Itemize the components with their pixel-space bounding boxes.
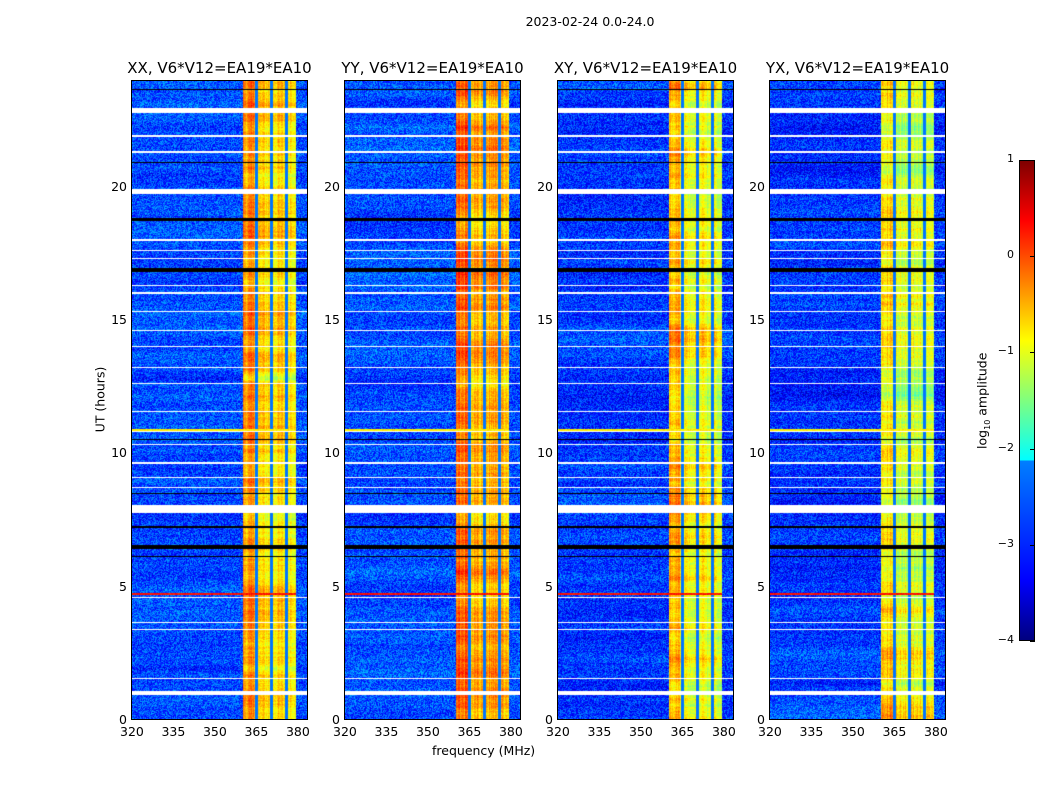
x-tick-label: 350 <box>840 724 865 739</box>
colorbar-tick-label: −4 <box>997 633 1014 646</box>
y-tick-label: 20 <box>324 178 340 194</box>
y-tick-label: 10 <box>111 445 127 461</box>
y-tick-label: 15 <box>324 312 340 327</box>
x-tick-label: 350 <box>202 724 227 739</box>
x-tick-label: 320 <box>546 724 570 739</box>
y-tick-label: 15 <box>749 312 765 327</box>
figure-title: 2023-02-24 0.0-24.0 <box>525 14 655 29</box>
x-tick-label: 350 <box>415 724 440 739</box>
waterfall-panel-1 <box>131 80 308 720</box>
y-tick-label: 5 <box>119 578 127 594</box>
y-tick-label: 5 <box>332 578 340 594</box>
x-axis-label: frequency (MHz) <box>432 743 536 758</box>
panel-title: YY, V6*V12=EA19*EA10 <box>341 59 524 77</box>
y-tick-label: 5 <box>757 578 765 594</box>
x-tick-label: 335 <box>161 724 186 739</box>
x-tick-label: 365 <box>882 724 907 739</box>
colorbar <box>1019 160 1035 641</box>
colorbar-tick-label: −1 <box>997 344 1014 358</box>
y-tick-label: 10 <box>749 445 765 461</box>
x-tick-label: 335 <box>587 724 612 739</box>
colorbar-tick-mark <box>1030 641 1035 642</box>
colorbar-tick-mark <box>1030 544 1035 546</box>
x-tick-label: 365 <box>457 724 482 739</box>
x-tick-label: 380 <box>923 724 948 739</box>
y-tick-label: 15 <box>537 312 553 327</box>
panel-title: XX, V6*V12=EA19*EA10 <box>127 59 312 77</box>
colorbar-tick-mark <box>1030 448 1035 450</box>
x-tick-label: 320 <box>758 724 782 739</box>
heatmap-image <box>770 81 945 719</box>
y-tick-label: 0 <box>545 712 553 727</box>
colorbar-tick-label: −2 <box>997 440 1014 454</box>
x-tick-label: 380 <box>711 724 736 739</box>
y-tick-label: 0 <box>332 712 340 727</box>
waterfall-panel-3 <box>557 80 734 720</box>
panel-title: XY, V6*V12=EA19*EA10 <box>553 59 738 77</box>
y-tick-label: 0 <box>119 712 127 727</box>
heatmap-image <box>558 81 733 719</box>
colorbar-tick-label: 0 <box>1007 248 1014 262</box>
y-tick-label: 15 <box>111 312 127 327</box>
colorbar-tick-label: 1 <box>1007 152 1014 165</box>
x-tick-label: 365 <box>244 724 269 739</box>
colorbar-tick-mark <box>1030 256 1035 258</box>
x-tick-label: 335 <box>799 724 824 739</box>
y-tick-label: 20 <box>749 178 765 194</box>
x-tick-label: 350 <box>628 724 653 739</box>
y-tick-label: 20 <box>537 178 553 194</box>
colorbar-tick-label: −3 <box>997 536 1014 550</box>
colorbar-label-text: amplitude <box>974 352 990 420</box>
y-axis-label: UT (hours) <box>92 366 108 433</box>
x-tick-label: 320 <box>120 724 144 739</box>
panel-title: YX, V6*V12=EA19*EA10 <box>765 59 950 77</box>
colorbar-label-sub: 10 <box>982 419 992 430</box>
y-tick-label: 10 <box>537 445 553 461</box>
heatmap-image <box>132 81 307 719</box>
x-tick-label: 335 <box>374 724 399 739</box>
x-tick-label: 365 <box>670 724 695 739</box>
x-tick-label: 320 <box>333 724 357 739</box>
waterfall-panel-4 <box>769 80 946 720</box>
y-tick-label: 5 <box>545 578 553 594</box>
colorbar-label-log: log <box>974 429 990 449</box>
x-tick-label: 380 <box>285 724 310 739</box>
y-tick-label: 0 <box>757 712 765 727</box>
waterfall-panel-2 <box>344 80 521 720</box>
colorbar-label: log10 amplitude <box>974 346 992 456</box>
heatmap-image <box>345 81 520 719</box>
x-tick-label: 380 <box>498 724 523 739</box>
y-tick-label: 10 <box>324 445 340 461</box>
colorbar-tick-mark <box>1030 160 1035 161</box>
colorbar-tick-mark <box>1030 352 1035 354</box>
y-tick-label: 20 <box>111 178 127 194</box>
